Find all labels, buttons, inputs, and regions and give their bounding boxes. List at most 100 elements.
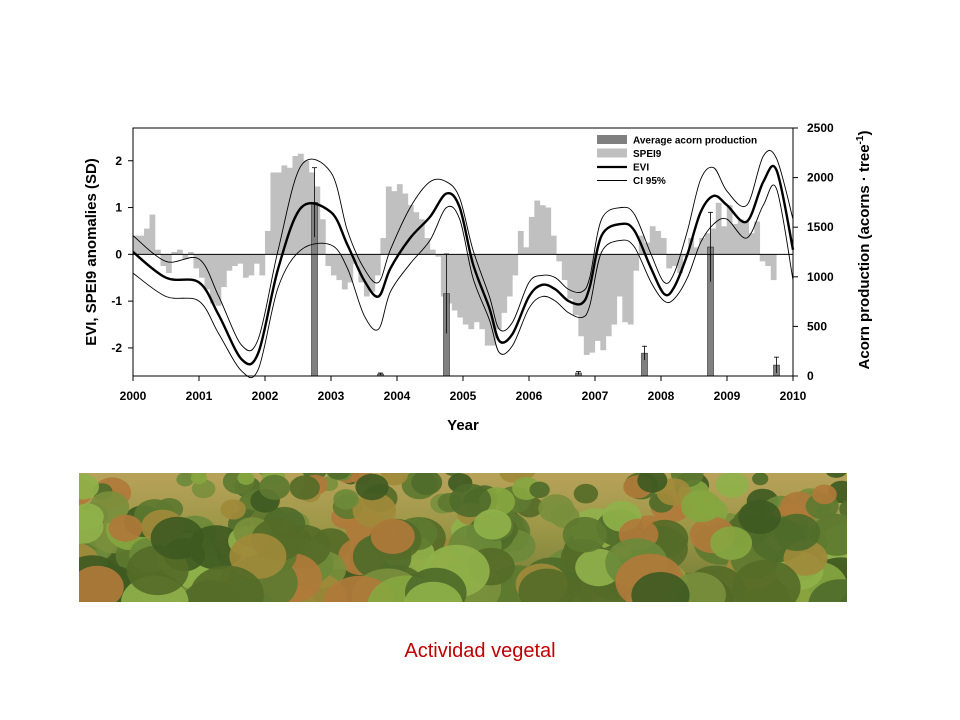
tree-canopy bbox=[538, 494, 575, 523]
spei9-bar bbox=[457, 254, 464, 318]
spei9-bar bbox=[600, 254, 607, 351]
spei9-bar bbox=[413, 212, 420, 255]
spei9-bar bbox=[193, 254, 200, 269]
spei9-bar bbox=[297, 153, 304, 255]
spei9-bar bbox=[693, 247, 700, 255]
tree-canopy bbox=[681, 490, 722, 523]
spei9-bar bbox=[341, 254, 348, 290]
tree-canopy bbox=[258, 474, 291, 500]
spei9-bar bbox=[660, 237, 667, 255]
spei9-bar bbox=[589, 254, 596, 353]
spei9-bar bbox=[407, 205, 414, 255]
spei9-bar bbox=[594, 254, 601, 341]
spei9-bar bbox=[523, 247, 530, 255]
x-axis-title: Year bbox=[447, 417, 479, 434]
spei9-bar bbox=[270, 172, 277, 255]
caption: Actividad vegetal bbox=[404, 640, 556, 662]
tree-canopy bbox=[404, 581, 463, 602]
spei9-bar bbox=[204, 254, 211, 290]
y2-tick-label: 0 bbox=[807, 369, 814, 383]
spei9-bar bbox=[385, 186, 392, 255]
spei9-bar bbox=[446, 254, 453, 304]
x-tick-label: 2003 bbox=[318, 389, 345, 403]
tree-canopy bbox=[710, 526, 753, 560]
spei9-bar bbox=[363, 254, 370, 297]
spei9-bar bbox=[517, 230, 524, 255]
spei9-bar bbox=[451, 254, 458, 311]
tree-canopy bbox=[732, 559, 801, 602]
tree-canopy bbox=[220, 499, 246, 520]
spei9-bar bbox=[259, 254, 266, 276]
spei9-bar bbox=[264, 230, 271, 255]
spei9-bar bbox=[622, 254, 629, 323]
spei9-bar bbox=[220, 254, 227, 288]
spei9-bar bbox=[550, 235, 557, 255]
tree-canopy bbox=[79, 473, 99, 500]
spei9-bar bbox=[248, 254, 255, 276]
spei9-bar bbox=[319, 219, 326, 255]
tree-canopy bbox=[150, 516, 204, 560]
spei9-bar bbox=[396, 184, 403, 255]
spei9-bar bbox=[286, 167, 293, 255]
spei9-bar bbox=[539, 205, 546, 255]
tree-canopy bbox=[808, 579, 847, 602]
legend-label: EVI bbox=[633, 163, 649, 174]
spei9-bar bbox=[710, 228, 717, 255]
spei9-bar bbox=[490, 254, 497, 346]
spei9-bar bbox=[231, 254, 238, 267]
spei9-bar bbox=[468, 254, 475, 330]
tree-canopy bbox=[631, 572, 690, 602]
spei9-bar bbox=[133, 235, 139, 255]
spei9-bar bbox=[429, 249, 436, 255]
spei9-bar bbox=[440, 254, 447, 297]
spei9-bar bbox=[495, 254, 502, 330]
chart: 2000 2001 2002 2003 2004 2005 2006 2007 2008 2009… bbox=[83, 121, 873, 434]
tree-canopy bbox=[352, 492, 397, 528]
x-tick-label: 2001 bbox=[186, 389, 213, 403]
tree-canopy bbox=[237, 473, 255, 485]
spei9-bar bbox=[418, 219, 425, 255]
tree-canopy bbox=[326, 473, 351, 480]
spei9-bar bbox=[561, 254, 568, 281]
ci-upper-line bbox=[132, 149, 794, 352]
spei9-bar bbox=[633, 254, 640, 271]
spei9-bar bbox=[226, 254, 233, 271]
y-tick-label: 1 bbox=[115, 201, 122, 215]
spei9-bar bbox=[325, 254, 332, 267]
spei9-bar bbox=[281, 165, 288, 255]
spei9-bar bbox=[605, 254, 612, 337]
x-tick-label: 2008 bbox=[648, 389, 675, 403]
spei9-bar bbox=[655, 230, 662, 255]
spei9-bar bbox=[253, 254, 260, 264]
spei9-bar bbox=[138, 235, 145, 255]
tree-canopy bbox=[738, 499, 781, 535]
spei9-bar bbox=[435, 254, 442, 257]
spei9-bar bbox=[182, 254, 189, 260]
y2-axis-title-main: Acorn production (acorns · tree bbox=[856, 144, 873, 369]
spei9-bar bbox=[424, 237, 431, 255]
tree-canopy bbox=[839, 499, 847, 519]
spei9-bar bbox=[759, 254, 766, 262]
tree-canopy bbox=[370, 518, 415, 554]
y-tick-label: 2 bbox=[115, 154, 122, 168]
tree-canopy bbox=[562, 516, 607, 553]
spei9-bar bbox=[187, 252, 194, 255]
spei9-bar bbox=[237, 254, 244, 264]
spei9-bar bbox=[737, 219, 744, 255]
evi-line bbox=[132, 164, 795, 366]
tree-canopy bbox=[825, 473, 847, 478]
spei9-bar bbox=[462, 254, 469, 325]
legend-swatch bbox=[597, 148, 627, 158]
spei9-bar bbox=[578, 254, 585, 337]
tree-canopy bbox=[473, 509, 512, 540]
tree-canopy bbox=[812, 484, 837, 505]
spei9-bar bbox=[748, 233, 755, 255]
x-tick-label: 2006 bbox=[516, 389, 543, 403]
spei9-bar bbox=[611, 254, 618, 325]
tree-canopy bbox=[355, 473, 389, 501]
spei9-bar bbox=[556, 254, 563, 262]
y2-tick-label: 2000 bbox=[807, 171, 834, 185]
spei9-bar bbox=[501, 254, 508, 313]
tree-canopy bbox=[518, 568, 576, 602]
spei9-bar bbox=[682, 254, 689, 257]
